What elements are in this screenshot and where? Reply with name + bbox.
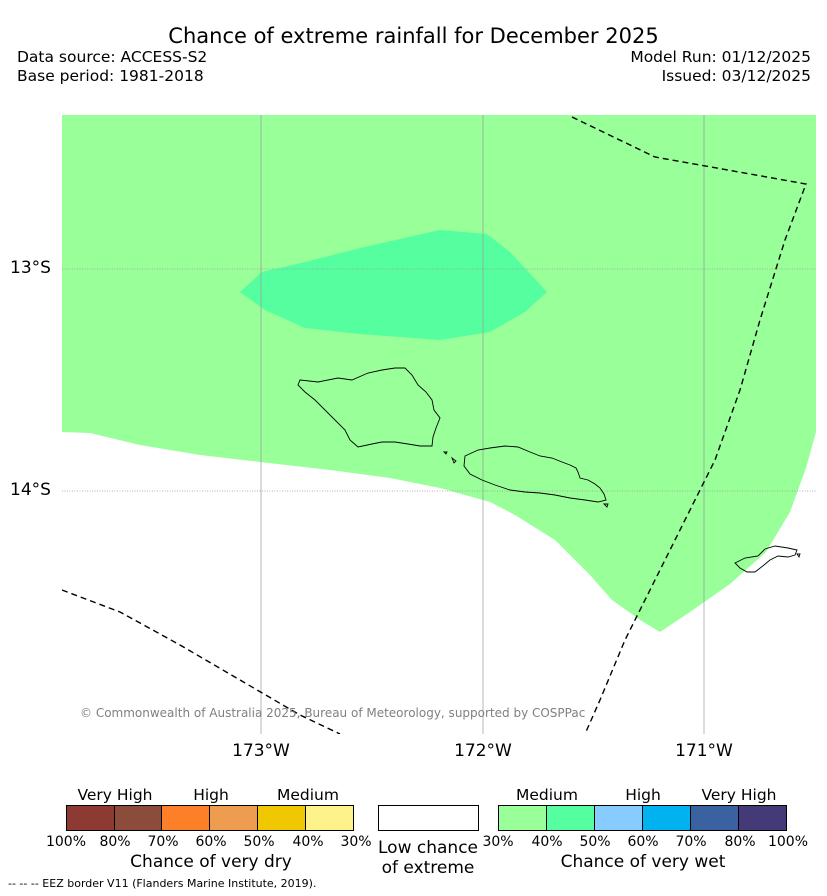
savaii-island <box>297 367 441 448</box>
wet-tick: 70% <box>675 834 707 850</box>
dry-tick: 100% <box>45 834 87 850</box>
data-source-label: Data source: ACCESS-S2 <box>17 48 208 66</box>
dry-tick: 40% <box>292 834 324 850</box>
upolu-island <box>463 445 607 503</box>
wet-tick: 100% <box>767 834 809 850</box>
wet-heading-high: High <box>625 786 661 804</box>
wet-swatch <box>594 805 643 831</box>
rainfall-map <box>62 115 816 734</box>
dry-swatch <box>305 805 354 831</box>
graticule <box>62 115 816 734</box>
lat-label-13s: 13°S <box>10 258 51 278</box>
wet-swatch <box>642 805 691 831</box>
model-run-label: Model Run: 01/12/2025 <box>630 48 811 66</box>
wet-tick: 60% <box>627 834 659 850</box>
dry-heading-high: High <box>193 786 229 804</box>
tutuila-island <box>734 545 798 573</box>
wet-swatch <box>498 805 547 831</box>
wet-tick: 30% <box>482 834 514 850</box>
low-chance-swatch <box>378 805 479 831</box>
small-islet <box>796 553 801 559</box>
dry-heading-medium: Medium <box>277 786 339 804</box>
wet-heading-medium: Medium <box>516 786 578 804</box>
dry-swatch <box>161 805 210 831</box>
lon-label-172w: 172°W <box>454 741 512 761</box>
wet-swatch <box>738 805 787 831</box>
dry-heading-very-high: Very High <box>77 786 153 804</box>
attribution-text: © Commonwealth of Australia 2025, Bureau… <box>80 706 586 720</box>
dry-tick: 80% <box>99 834 131 850</box>
lon-label-171w: 171°W <box>675 741 733 761</box>
dry-colorbar <box>66 805 354 831</box>
dry-tick: 50% <box>243 834 275 850</box>
issued-label: Issued: 03/12/2025 <box>661 67 811 85</box>
dry-tick: 60% <box>195 834 227 850</box>
page-title: Chance of extreme rainfall for December … <box>168 24 659 48</box>
medium-wet-region <box>62 115 816 632</box>
base-period-label: Base period: 1981-2018 <box>17 67 204 85</box>
wet-tick: 40% <box>531 834 563 850</box>
dry-tick: 70% <box>147 834 179 850</box>
small-islet <box>442 451 448 455</box>
wet-swatch <box>690 805 739 831</box>
dry-colorbar-title: Chance of very dry <box>130 852 292 872</box>
lat-label-14s: 14°S <box>10 480 51 500</box>
islands <box>297 367 801 573</box>
low-chance-title-line2: of extreme <box>381 858 475 878</box>
small-islet <box>602 503 609 508</box>
dry-swatch <box>66 805 115 831</box>
wet-colorbar <box>498 805 787 831</box>
wet-tick: 50% <box>579 834 611 850</box>
wet-swatch <box>546 805 595 831</box>
dry-swatch <box>257 805 306 831</box>
low-chance-title-line1: Low chance <box>378 838 478 858</box>
wet-tick: 80% <box>724 834 756 850</box>
wet-heading-very-high: Very High <box>701 786 777 804</box>
wet-colorbar-title: Chance of very wet <box>560 852 726 872</box>
dry-swatch <box>114 805 162 831</box>
dry-tick: 30% <box>340 834 372 850</box>
manono-island <box>450 456 457 464</box>
eez-note: -- -- -- EEZ border V11 (Flanders Marine… <box>8 877 317 890</box>
wet-40-50-region <box>240 230 547 340</box>
eez-border <box>62 116 807 734</box>
lon-label-173w: 173°W <box>232 741 290 761</box>
dry-swatch <box>209 805 258 831</box>
